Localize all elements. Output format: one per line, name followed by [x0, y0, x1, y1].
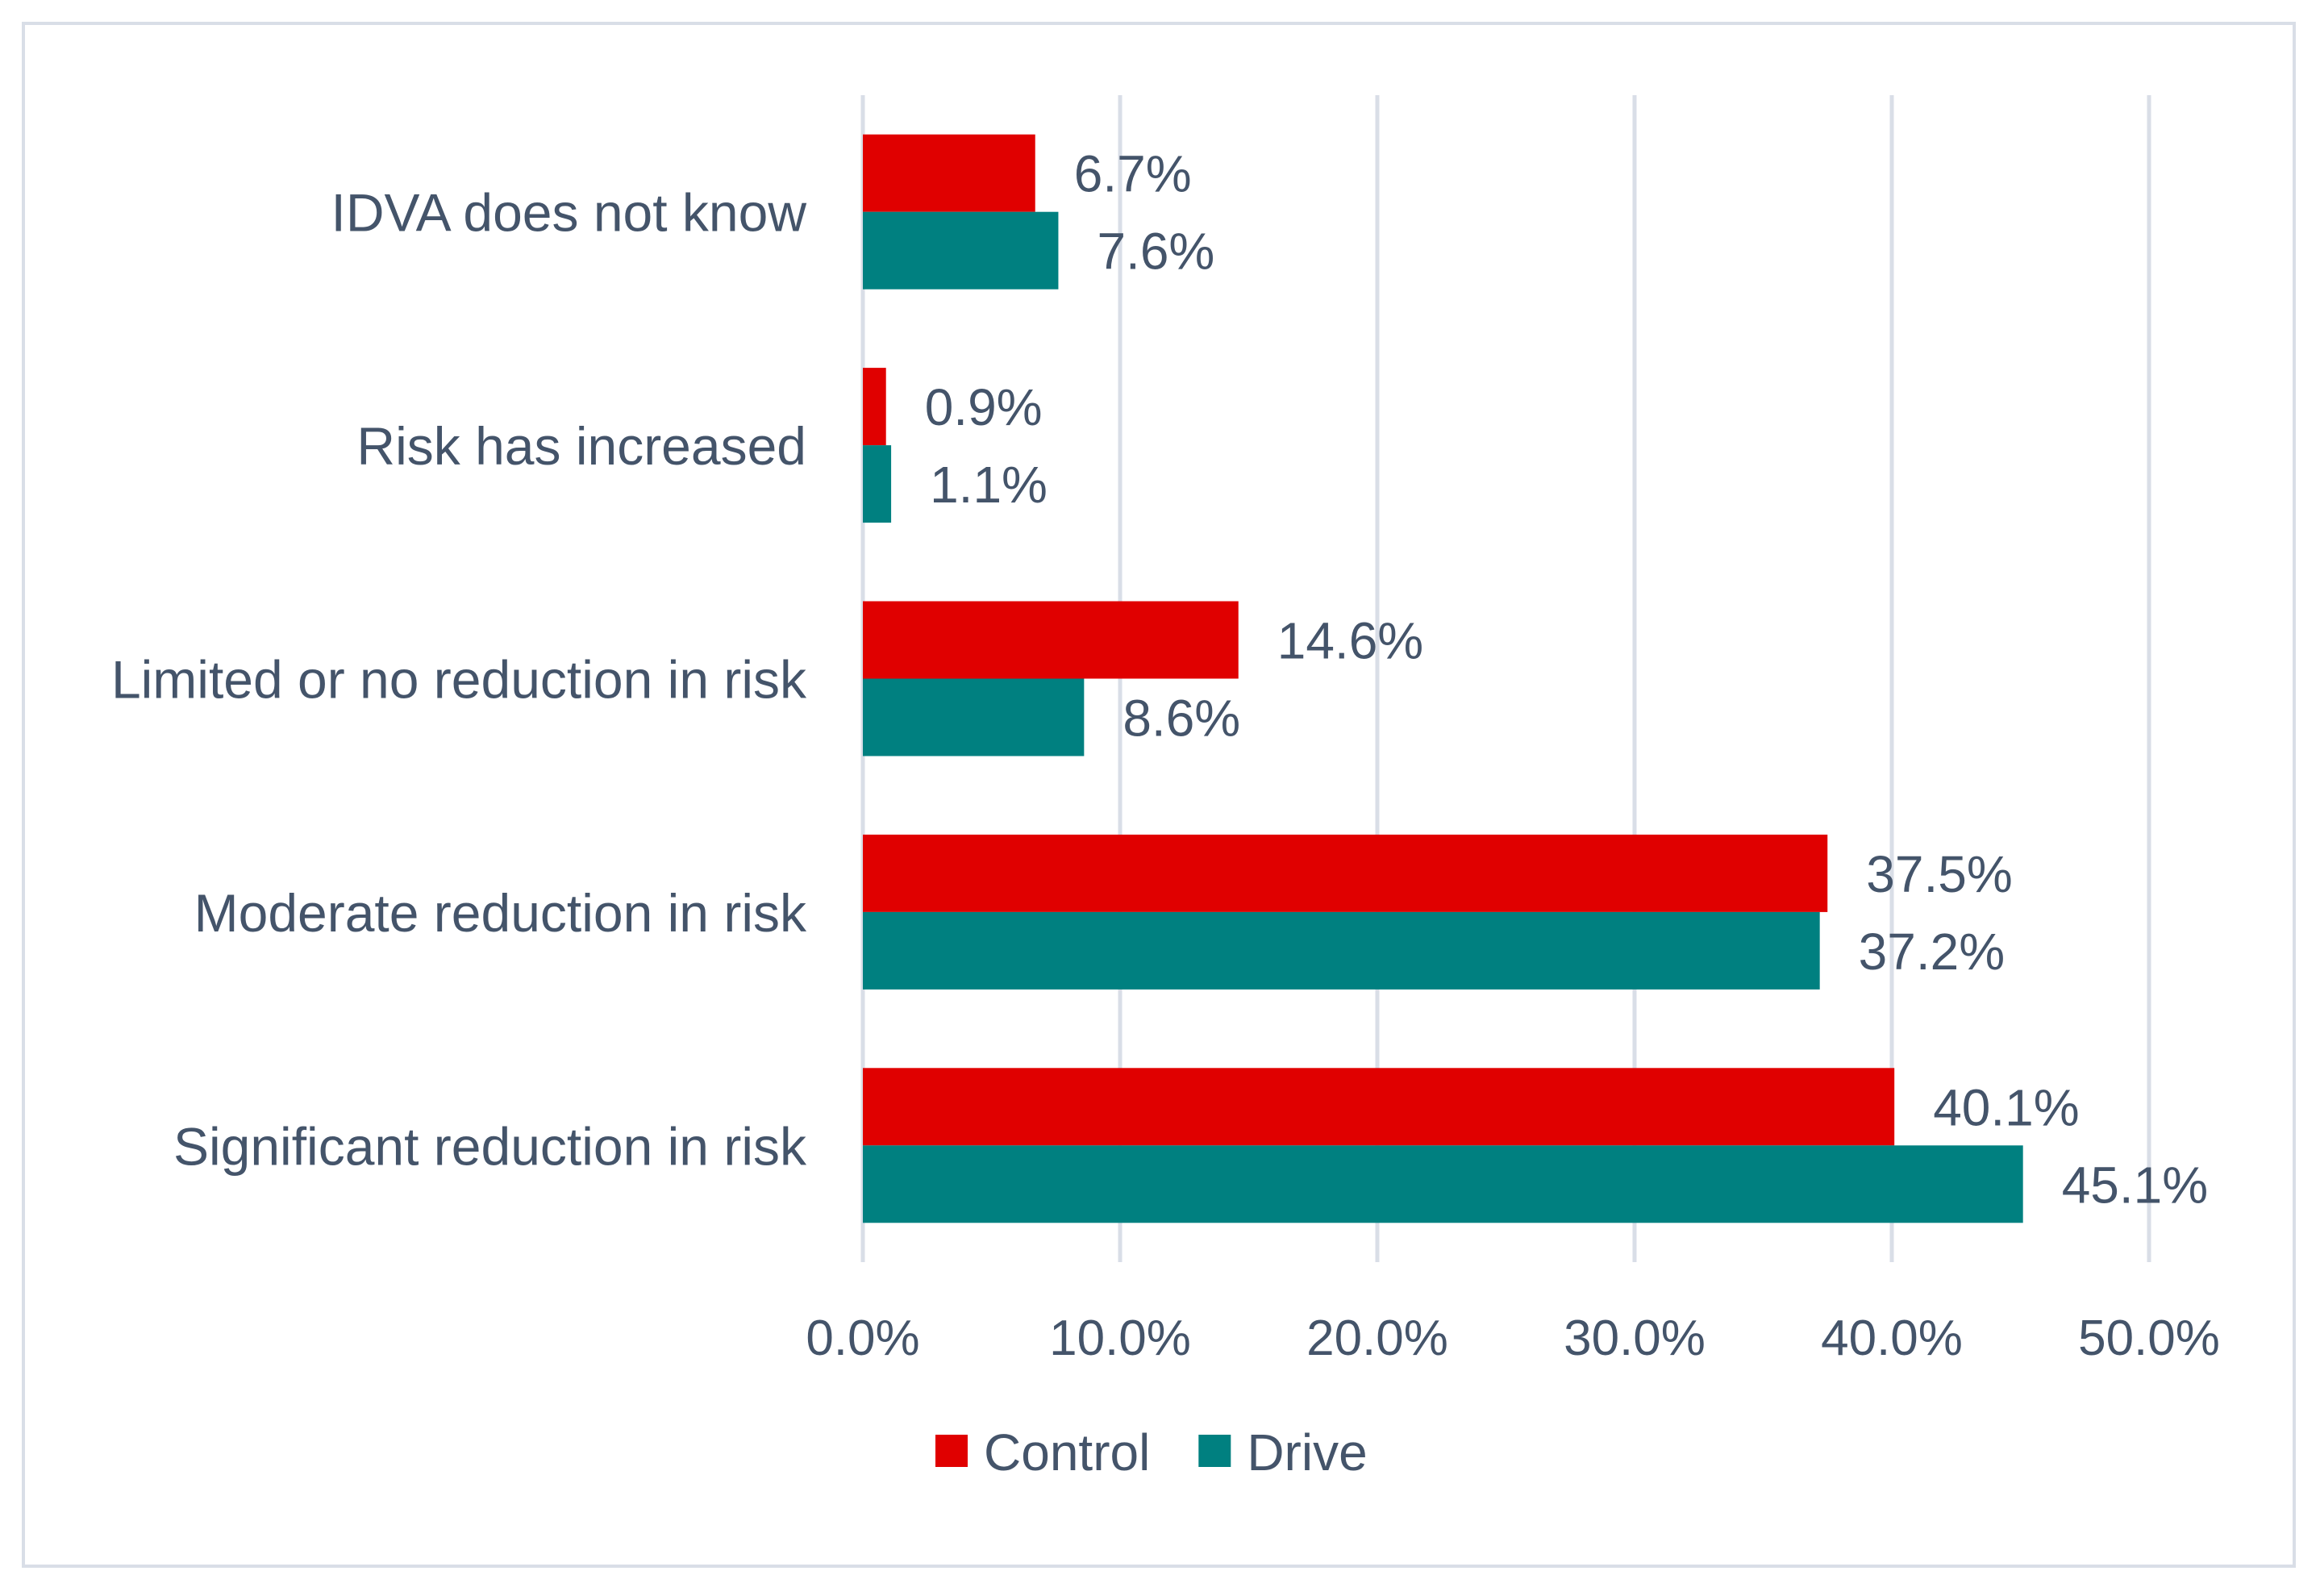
- legend-label-control: Control: [984, 1423, 1150, 1481]
- data-label-control-moderate-reduction-in-risk: 37.5%: [1866, 845, 2012, 903]
- data-label-control-idva-does-not-know: 6.7%: [1074, 145, 1192, 203]
- chart-frame: [22, 22, 2296, 1568]
- category-axis: IDVA does not know Risk has increased Limi…: [111, 183, 807, 1177]
- bar-control-significant-reduction-in-risk: [863, 1068, 1895, 1146]
- data-label-control-significant-reduction-in-risk: 40.1%: [1933, 1078, 2079, 1136]
- data-label-drive-limited-or-no-reduction-in-risk: 8.6%: [1123, 690, 1240, 748]
- bar-drive-moderate-reduction-in-risk: [863, 911, 1820, 990]
- x-tick-label: 0.0%: [806, 1311, 919, 1366]
- data-label-control-limited-or-no-reduction-in-risk: 14.6%: [1277, 612, 1423, 670]
- data-label-control-risk-has-increased: 0.9%: [925, 378, 1043, 436]
- data-labels: 6.7% 7.6% 0.9% 1.1% 14.6% 8.6% 37.5% 37.2% 40.1%…: [925, 145, 2208, 1215]
- category-label-significant-reduction-in-risk: Significant reduction in risk: [173, 1116, 807, 1176]
- legend: Control Drive: [935, 1423, 1368, 1481]
- data-label-drive-significant-reduction-in-risk: 45.1%: [2062, 1156, 2208, 1214]
- data-label-drive-risk-has-increased: 1.1%: [930, 456, 1048, 514]
- bar-control-risk-has-increased: [863, 368, 886, 446]
- category-label-moderate-reduction-in-risk: Moderate reduction in risk: [194, 883, 807, 943]
- bar-drive-risk-has-increased: [863, 445, 892, 523]
- category-label-idva-does-not-know: IDVA does not know: [331, 183, 807, 243]
- x-tick-label: 10.0%: [1049, 1311, 1191, 1366]
- bar-drive-idva-does-not-know: [863, 211, 1059, 290]
- legend-swatch-drive: [1198, 1435, 1231, 1467]
- x-tick-label: 50.0%: [2078, 1311, 2220, 1366]
- bar-drive-limited-or-no-reduction-in-risk: [863, 678, 1085, 756]
- data-label-drive-idva-does-not-know: 7.6%: [1097, 223, 1214, 281]
- x-tick-label: 30.0%: [1564, 1311, 1706, 1366]
- bar-control-limited-or-no-reduction-in-risk: [863, 601, 1239, 679]
- legend-swatch-control: [935, 1435, 968, 1467]
- value-axis: 0.0% 10.0% 20.0% 30.0% 40.0% 50.0%: [806, 1311, 2220, 1366]
- data-label-drive-moderate-reduction-in-risk: 37.2%: [1859, 923, 2005, 981]
- bar-control-idva-does-not-know: [863, 134, 1035, 212]
- x-tick-label: 20.0%: [1306, 1311, 1448, 1366]
- bar-drive-significant-reduction-in-risk: [863, 1145, 2023, 1223]
- category-label-risk-has-increased: Risk has increased: [356, 416, 806, 476]
- bars: [863, 134, 2023, 1223]
- category-label-limited-or-no-reduction-in-risk: Limited or no reduction in risk: [111, 650, 807, 710]
- bar-control-moderate-reduction-in-risk: [863, 834, 1828, 912]
- x-tick-label: 40.0%: [1821, 1311, 1963, 1366]
- legend-label-drive: Drive: [1247, 1423, 1367, 1481]
- gridlines: [860, 95, 2151, 1262]
